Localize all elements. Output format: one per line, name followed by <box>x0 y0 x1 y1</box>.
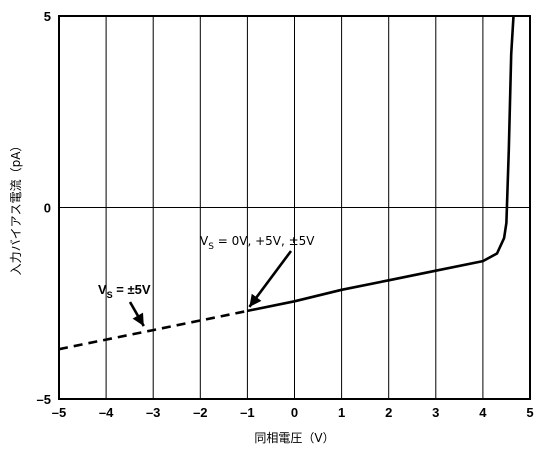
y-tick-label: –5 <box>37 392 51 407</box>
x-tick-label: 4 <box>479 405 487 420</box>
y-axis-title: 入力バイアス電流（pA） <box>9 140 23 276</box>
x-tick-label: 5 <box>526 405 533 420</box>
x-tick-label: 3 <box>432 405 439 420</box>
x-tick-label: –2 <box>193 405 207 420</box>
tick-labels: –5 –4 –3 –2 –1 0 1 2 3 4 5 5 0 –5 <box>37 9 534 420</box>
x-tick-label: –5 <box>52 405 66 420</box>
x-tick-label: 2 <box>385 405 392 420</box>
x-tick-label: –3 <box>146 405 160 420</box>
annotation-label-vs-pm5v: VS = ±5V <box>98 282 151 300</box>
x-tick-label: –4 <box>99 405 114 420</box>
annotation-label-vs-all: VS = 0V, +5V, ±5V <box>200 234 315 252</box>
annotation-arrow-vs-pm5v-head <box>132 312 144 327</box>
series-layer <box>58 15 515 351</box>
x-tick-label: 1 <box>338 405 345 420</box>
y-tick-label: 0 <box>44 201 51 216</box>
x-tick-label: 0 <box>291 405 298 420</box>
x-axis-title: 同相電圧（V） <box>254 431 334 445</box>
series-line-dashed <box>58 309 248 351</box>
annotation-arrow-vs-all-head <box>249 293 262 307</box>
grid-lines <box>59 16 530 399</box>
x-tick-label: –1 <box>240 405 254 420</box>
annotations: VS = ±5V VS = 0V, +5V, ±5V <box>98 234 315 327</box>
series-line-solid <box>247 15 515 313</box>
plot-frame <box>58 15 531 400</box>
y-tick-label: 5 <box>44 9 51 24</box>
